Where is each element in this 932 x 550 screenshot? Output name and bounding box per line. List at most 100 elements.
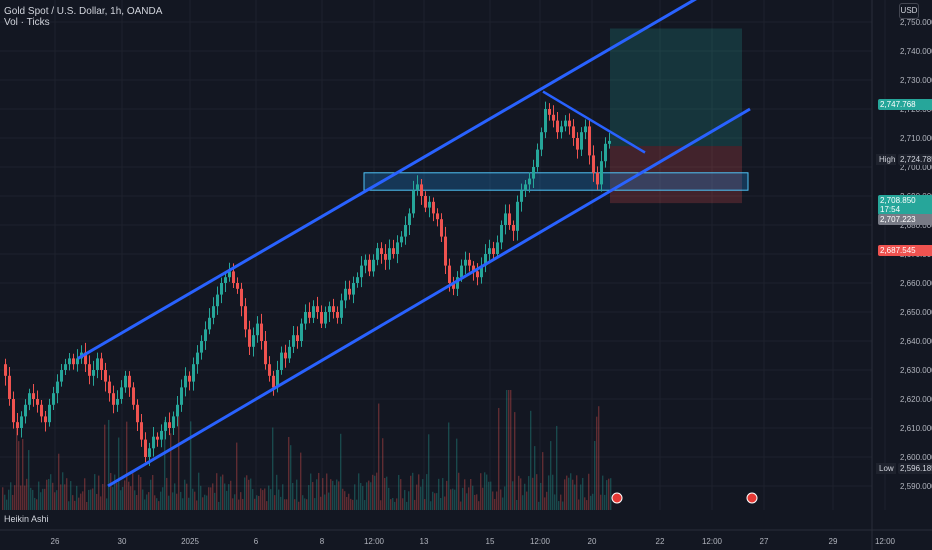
volume-bar [452,488,454,510]
volume-bar [356,499,358,510]
candle-body [388,248,391,260]
volume-bar [244,477,246,510]
price-tag-bg [878,99,932,110]
candle-body [4,364,7,376]
volume-bar [444,496,446,510]
volume-indicator-label[interactable]: Vol · Ticks [4,17,50,28]
candle-body [12,399,15,423]
price-tick-label: 2,660.000 [900,279,932,288]
volume-bar [398,474,400,510]
volume-bar [112,487,114,510]
volume-bar [150,479,152,510]
candle-body [532,167,535,179]
volume-bar [594,440,596,510]
volume-bar [358,473,360,510]
volume-bar [576,475,578,510]
volume-bar [132,473,134,510]
symbol-title[interactable]: Gold Spot / U.S. Dollar, 1h, OANDA [4,6,163,17]
time-tick-label: 15 [486,537,495,546]
volume-bar [226,490,228,510]
volume-bar [436,493,438,510]
candle-body [140,422,143,440]
volume-bar [116,482,118,510]
candle-body [556,120,559,133]
price-tick-label: 2,730.000 [900,76,932,85]
time-tick-label: 29 [829,537,838,546]
volume-bar [84,478,86,510]
volume-bar [500,489,502,510]
volume-bar [184,479,186,510]
candle-body [552,114,555,121]
candle-body [164,422,167,431]
currency-button[interactable]: USD [899,3,919,19]
volume-bar [380,500,382,510]
candle-body [192,364,195,382]
chart-type-label[interactable]: Heikin Ashi [4,514,49,524]
volume-bar [106,498,108,510]
volume-bar [540,482,542,510]
volume-bar [210,487,212,510]
volume-bar [516,499,518,510]
long-position-stop-zone [610,146,742,204]
candle-body [320,312,323,324]
volume-bar [400,479,402,510]
volume-bar [80,493,82,510]
candle-body [180,387,183,405]
volume-bar [596,416,598,510]
candle-body [588,126,591,156]
candle-body [100,358,103,370]
time-tick-label: 8 [320,537,325,546]
volume-bar [608,478,610,510]
volume-bar [520,478,522,510]
candle-body [40,404,43,417]
volume-bar [590,495,592,510]
time-tick-label: 26 [51,537,60,546]
candle-body [284,352,287,359]
volume-bar [28,450,30,510]
volume-bar [148,492,150,510]
volume-bar [326,473,328,510]
volume-bar [556,425,558,510]
price-tag: 2,747.768 [878,99,932,110]
volume-bar [346,497,348,510]
price-tag-bg [878,245,932,256]
volume-bar [566,475,568,510]
volume-bar [300,452,302,510]
candle-body [124,375,127,388]
candle-body [64,364,67,370]
volume-bar [362,486,364,510]
volume-bar [214,492,216,510]
candle-body [172,416,175,428]
price-tag-countdown: 17:54 [880,205,901,214]
volume-bar [498,407,500,510]
volume-bar [466,493,468,510]
price-tag-bg [878,195,932,215]
volume-bar [440,497,442,510]
volume-bar [318,472,320,510]
candle-body [440,219,443,237]
volume-bar [72,495,74,510]
price-tag-label-bg [876,463,896,474]
volume-bar [280,496,282,510]
volume-bar [388,487,390,510]
volume-bar [254,498,256,510]
volume-bar [126,421,128,510]
volume-bar [188,497,190,510]
candle-body [68,358,71,365]
volume-bar [104,424,106,510]
time-tick-label: 13 [420,537,429,546]
volume-bar [570,473,572,510]
volume-bar [122,486,124,510]
candle-body [600,161,603,185]
volume-bar [316,479,318,510]
candle-body [248,329,251,347]
volume-bar [364,500,366,510]
volume-bar [312,482,314,510]
volume-bar [14,485,16,510]
volume-bar [416,484,418,510]
volume-bar [158,501,160,510]
candle-body [108,381,111,394]
time-tick-label: 2025 [181,537,199,546]
volume-bar [288,436,290,510]
